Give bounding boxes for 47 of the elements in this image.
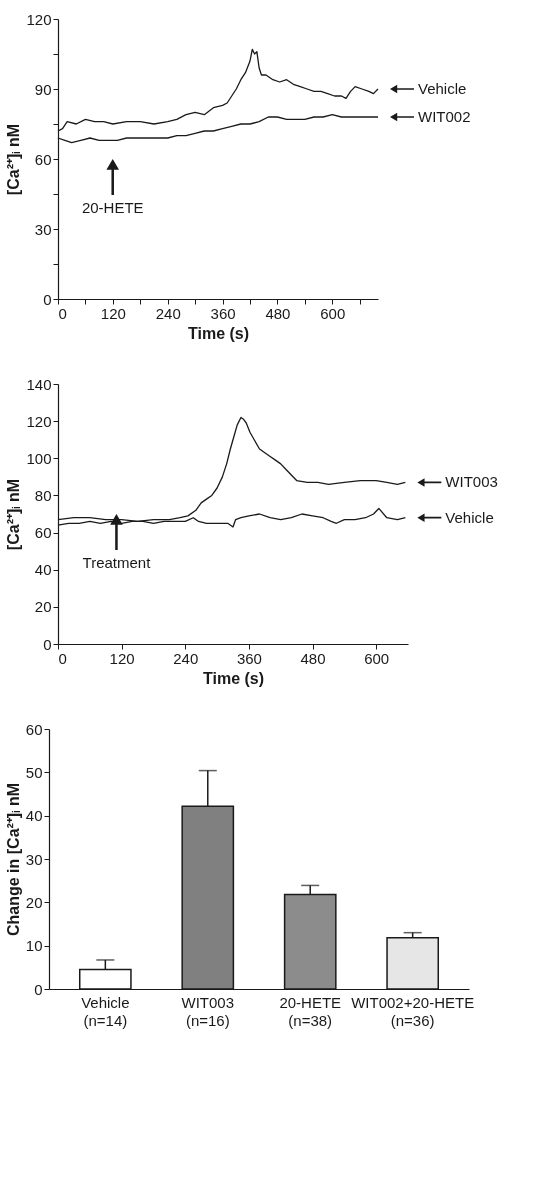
y-tick-label: 60 xyxy=(34,524,52,542)
x-tick-label: 240 xyxy=(155,304,181,322)
y-axis-title: [Ca²⁺]ᵢ nM xyxy=(5,478,23,551)
y-tick-label: 100 xyxy=(26,449,52,467)
y-tick-label: 60 xyxy=(34,150,52,168)
y-tick-label: 40 xyxy=(25,807,43,825)
y-tick-label: 0 xyxy=(34,980,43,998)
x-tick-label: WIT003 (n=16) xyxy=(181,993,235,1029)
x-tick-label: 360 xyxy=(236,649,262,667)
y-tick-label: 20 xyxy=(25,893,43,911)
y-axis-title: Change in [Ca²⁺]ᵢ nM xyxy=(4,782,22,937)
y-tick-label: 120 xyxy=(26,10,52,28)
y-tick-label: 60 xyxy=(25,720,43,738)
legend-label: Vehicle xyxy=(418,80,467,97)
x-axis-title: Time (s) xyxy=(202,669,265,687)
x-tick-label: 240 xyxy=(173,649,199,667)
annotation: Treatment xyxy=(82,554,152,571)
legend-label: Vehicle xyxy=(445,508,494,526)
y-tick-label: 90 xyxy=(34,80,52,98)
y-tick-label: 20 xyxy=(34,598,52,616)
x-axis-title: Time (s) xyxy=(187,324,250,342)
y-tick-label: 30 xyxy=(25,850,43,868)
y-tick-label: 0 xyxy=(43,635,52,653)
x-tick-label: 360 xyxy=(210,304,236,322)
x-tick-label: 0 xyxy=(58,304,67,322)
y-tick-label: 50 xyxy=(25,763,43,781)
x-tick-label: 20-HETE (n=38) xyxy=(279,993,342,1029)
x-tick-label: 600 xyxy=(320,304,346,322)
y-axis-title: [Ca²⁺]ᵢ nM xyxy=(5,123,23,196)
x-tick-label: 120 xyxy=(109,649,135,667)
y-tick-label: 30 xyxy=(34,220,52,238)
x-tick-label: 120 xyxy=(100,304,126,322)
legend-label: WIT002 xyxy=(418,108,471,125)
x-tick-label: Vehicle (n=14) xyxy=(81,993,130,1029)
y-tick-label: 0 xyxy=(43,290,52,308)
legend-label: WIT003 xyxy=(445,473,498,491)
y-tick-label: 40 xyxy=(34,561,52,579)
x-tick-label: 480 xyxy=(300,649,326,667)
x-tick-label: 480 xyxy=(265,304,291,322)
x-tick-label: WIT002+20-HETE (n=36) xyxy=(351,993,475,1029)
annotation: 20-HETE xyxy=(81,199,144,216)
y-tick-label: 80 xyxy=(34,486,52,504)
y-tick-label: 140 xyxy=(26,375,52,393)
y-tick-label: 10 xyxy=(25,937,43,955)
y-tick-label: 120 xyxy=(26,412,52,430)
x-tick-label: 0 xyxy=(58,649,67,667)
x-tick-label: 600 xyxy=(364,649,390,667)
